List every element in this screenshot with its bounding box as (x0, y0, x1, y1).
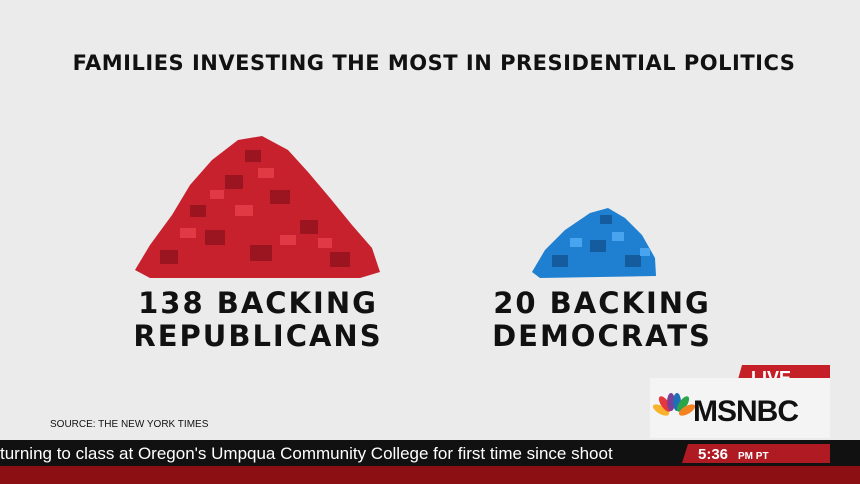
time-box (682, 444, 830, 463)
time-period: PM PT (738, 451, 769, 462)
infographic-title: FAMILIES INVESTING THE MOST IN PRESIDENT… (73, 51, 796, 75)
ticker-text: turning to class at Oregon's Umpqua Comm… (0, 444, 613, 463)
peacock-logo (652, 393, 696, 416)
group-label: 138 BACKING (138, 286, 378, 320)
group-label: REPUBLICANS (133, 319, 382, 353)
bottom-band (0, 466, 860, 484)
network-name: MSNBC (693, 395, 798, 428)
group-label: DEMOCRATS (492, 319, 712, 353)
democrat-pile (532, 208, 656, 278)
source: SOURCE: THE NEW YORK TIMES (50, 419, 209, 430)
republican-pile (135, 136, 380, 278)
group-label: 20 BACKING (493, 286, 711, 320)
time: 5:36 (698, 446, 728, 463)
